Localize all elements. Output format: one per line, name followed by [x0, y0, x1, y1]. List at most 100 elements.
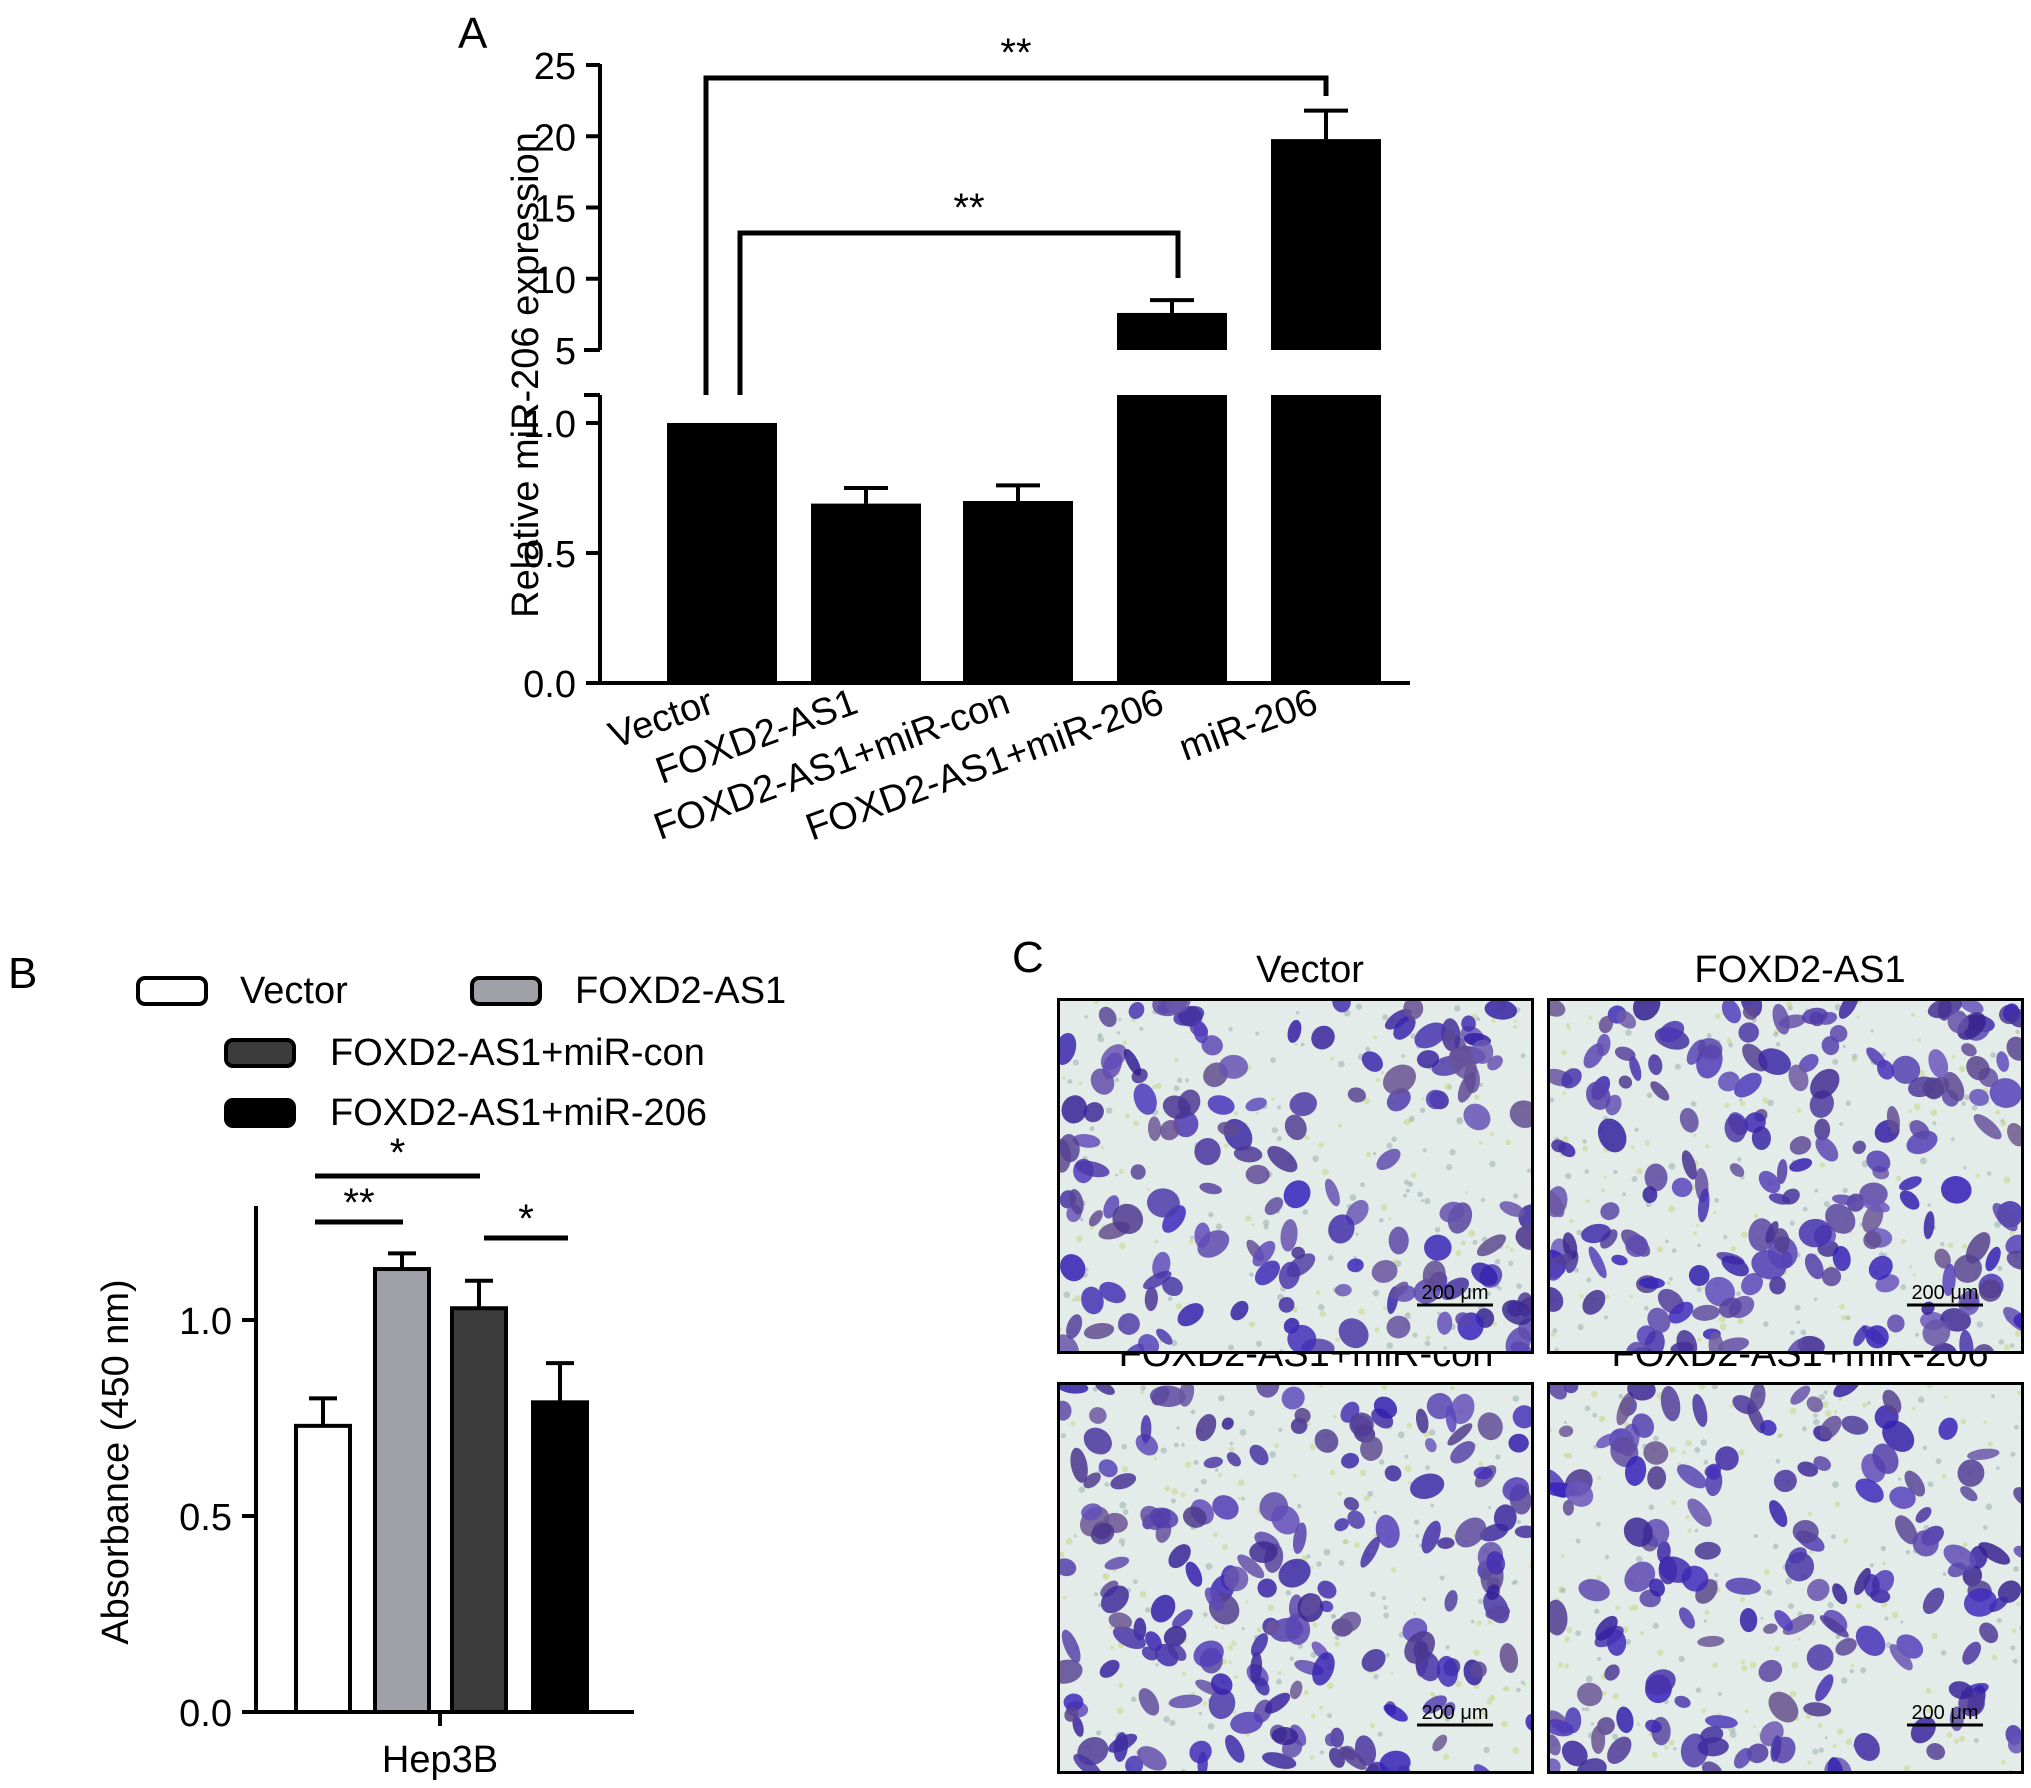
micrograph-cell	[1143, 1270, 1172, 1290]
micrograph-cell	[1339, 1746, 1367, 1770]
micrograph-speckle	[1326, 1712, 1333, 1719]
micrograph-speckle	[1239, 1429, 1247, 1436]
micrograph-speckle	[1306, 1421, 1311, 1426]
micrograph-cell	[1230, 1711, 1263, 1734]
micrograph-speckle	[1476, 1620, 1482, 1626]
micrograph-speckle	[1198, 1711, 1202, 1716]
micrograph-cell	[1979, 1622, 1999, 1644]
micrograph-speckle	[1789, 1330, 1795, 1336]
micrograph-speckle	[1671, 1500, 1676, 1506]
micrograph-cell	[1299, 1593, 1321, 1616]
micrograph-cell	[1576, 1758, 1607, 1771]
micrograph-speckle	[1596, 1575, 1602, 1581]
micrograph-speckle	[1990, 1052, 1997, 1058]
micrograph-speckle	[1741, 1231, 1748, 1238]
micrograph-cell	[1647, 1307, 1671, 1333]
micrograph-cell	[1146, 1188, 1180, 1218]
micrograph-speckle	[1212, 1532, 1219, 1538]
micrograph-speckle	[1832, 1744, 1837, 1748]
micrograph-cell	[1906, 1130, 1938, 1155]
micrograph-speckle	[1434, 1226, 1441, 1233]
micrograph-speckle	[1255, 1031, 1260, 1036]
micrograph-speckle	[1644, 1140, 1651, 1146]
micrograph-speckle	[1730, 1245, 1737, 1252]
micrograph-cell	[1217, 1121, 1240, 1137]
b-bar	[294, 1423, 352, 1714]
micrograph-speckle	[1850, 1663, 1855, 1668]
micrograph-cell	[1112, 1626, 1146, 1650]
micrograph-speckle	[1330, 1056, 1335, 1061]
a-significance-label: **	[953, 186, 984, 230]
micrograph-cell	[1072, 1715, 1084, 1737]
micrograph-cell	[1060, 1659, 1083, 1684]
micrograph-cell	[1789, 1136, 1812, 1155]
a-y-tick-label: 10	[534, 260, 576, 302]
micrograph-speckle	[1190, 1409, 1196, 1415]
micrograph-speckle	[1882, 1052, 1886, 1057]
micrograph-cell	[1159, 1119, 1181, 1141]
micrograph-speckle	[1564, 1636, 1570, 1643]
micrograph-cell	[1060, 1385, 1089, 1394]
micrograph-cell	[1444, 1590, 1458, 1612]
micrograph-cell	[1403, 1001, 1424, 1020]
micrograph-speckle	[1374, 1327, 1380, 1333]
micrograph-speckle	[1310, 1651, 1317, 1658]
micrograph-speckle	[1205, 1562, 1213, 1570]
micrograph-speckle	[1116, 1031, 1120, 1035]
micrograph-speckle	[1167, 1296, 1173, 1302]
micrograph-speckle	[1234, 1674, 1239, 1680]
micrograph-cell	[1687, 1498, 1712, 1527]
micrograph-cell	[1747, 1743, 1769, 1764]
micrograph-cell	[1819, 1415, 1842, 1440]
micrograph-speckle	[1424, 1340, 1431, 1347]
micrograph-cell	[2013, 1545, 2021, 1559]
micrograph-cell	[1708, 1331, 1724, 1351]
micrograph-speckle	[1668, 1276, 1673, 1281]
micrograph-cell	[1455, 1517, 1487, 1548]
micrograph-cell	[1245, 1164, 1270, 1185]
micrograph-cell	[1499, 1643, 1519, 1673]
micrograph-cell	[1773, 1469, 1797, 1493]
micrograph-speckle	[1404, 1454, 1409, 1459]
micrograph-cell	[1588, 1246, 1607, 1279]
micrograph-cell	[1230, 1300, 1249, 1321]
micrograph-speckle	[1719, 1323, 1727, 1331]
micrograph-cell	[1785, 1338, 1803, 1351]
micrograph-cell	[1473, 1764, 1498, 1771]
micrograph-speckle	[1516, 1687, 1521, 1693]
micrograph-cell	[2005, 1234, 2021, 1255]
micrograph-cell	[1958, 1291, 1980, 1316]
micrograph-cell	[1133, 1083, 1157, 1115]
a-y-tick-label: 0.5	[523, 534, 576, 576]
micrograph-speckle	[1701, 1708, 1706, 1714]
micrograph-speckle	[1381, 1595, 1387, 1601]
micrograph-cell	[1676, 1330, 1698, 1351]
micrograph-cell	[1611, 1254, 1628, 1266]
micrograph-speckle	[1882, 1561, 1886, 1566]
micrograph-speckle	[1685, 1439, 1693, 1447]
micrograph-cell	[1550, 1385, 1567, 1400]
micrograph-cell	[1089, 1407, 1107, 1424]
micrograph-speckle	[1415, 1534, 1420, 1539]
micrograph-speckle	[1741, 1665, 1748, 1672]
micrograph-speckle	[1477, 1598, 1484, 1605]
chart-a: 0.0 0.5 1.0 5 10 15 20 25 Relative miR-206 expre…	[505, 31, 1410, 849]
micrograph-cell	[1865, 1325, 1889, 1349]
micrograph-speckle	[1997, 1265, 2003, 1272]
micrograph-speckle	[1787, 1603, 1795, 1610]
micrograph-cell	[1450, 1441, 1476, 1464]
micrograph-speckle	[1729, 1730, 1737, 1738]
micrograph-speckle	[1835, 1634, 1841, 1640]
micrograph-speckle	[1487, 1619, 1493, 1625]
micrograph-speckle	[1404, 1312, 1411, 1320]
micrograph-speckle	[1369, 1723, 1376, 1729]
micrograph-cell	[1193, 1640, 1224, 1668]
micrograph-speckle	[1174, 1057, 1179, 1063]
micrograph-speckle	[1765, 1589, 1773, 1596]
micrograph-speckle	[1155, 1663, 1159, 1667]
micrograph-speckle	[1074, 1295, 1081, 1302]
micrograph-cell	[1265, 1620, 1280, 1636]
micrograph-speckle	[1714, 1572, 1719, 1578]
micrograph-speckle	[1603, 1315, 1608, 1320]
micrograph-speckle	[1202, 1701, 1208, 1706]
